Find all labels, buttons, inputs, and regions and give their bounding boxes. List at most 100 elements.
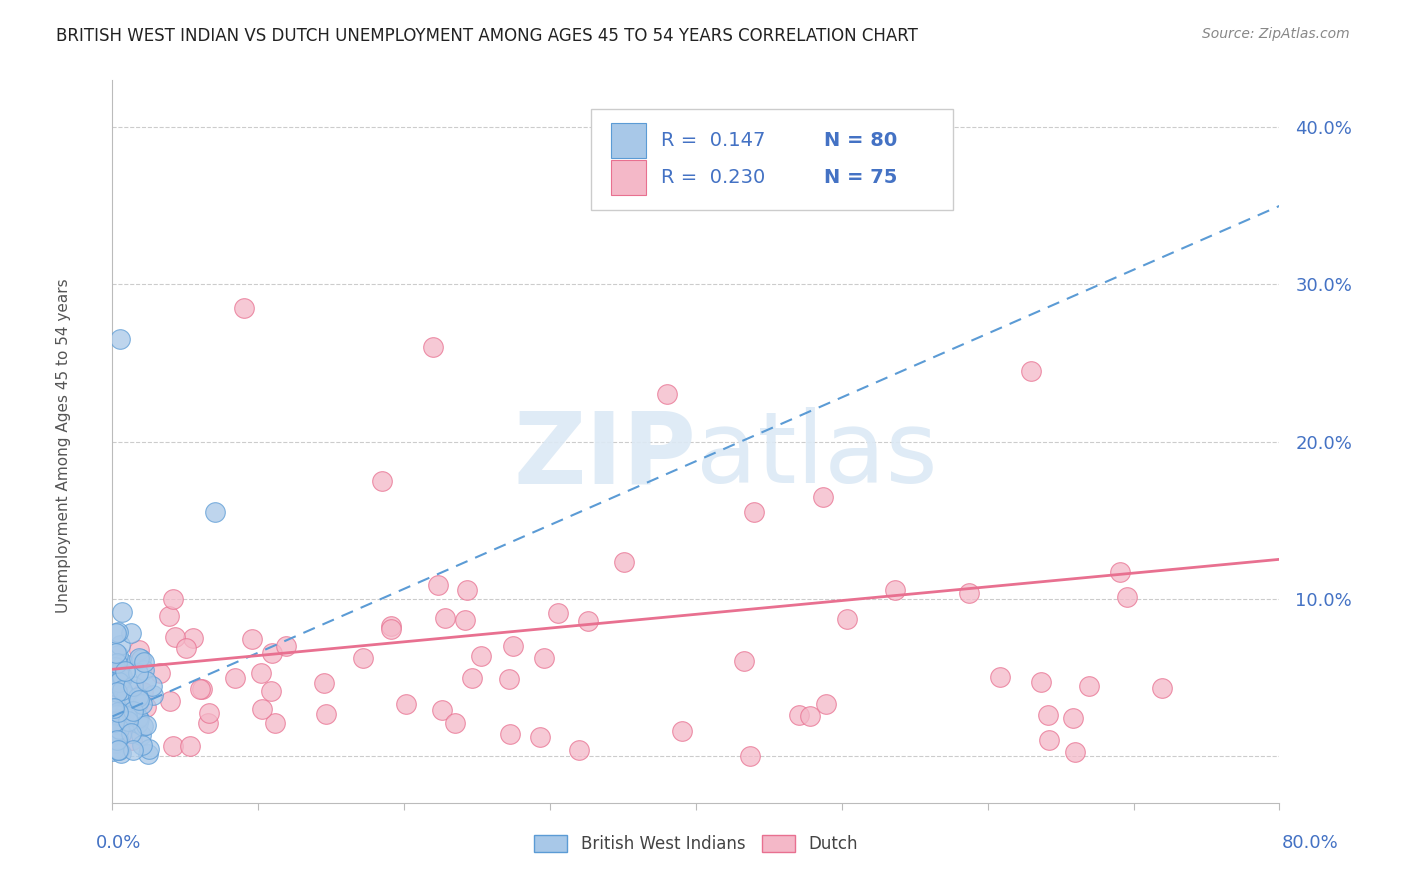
Point [162,591,184,606]
Point [813,491,835,505]
Text: R =  0.147: R = 0.147 [661,131,765,150]
Point [122,679,145,693]
Point [135,674,157,689]
Point [108,722,131,736]
Point [114,664,136,678]
Point [120,726,142,740]
Point [576,615,599,629]
Text: Source: ZipAtlas.com: Source: ZipAtlas.com [1202,27,1350,41]
Point [733,654,755,668]
Point [127,666,149,681]
Point [101,744,124,758]
Point [380,619,402,633]
Point [103,682,125,697]
Point [204,505,226,519]
Point [433,611,456,625]
Point [103,727,125,741]
Point [1038,708,1060,723]
Point [128,712,150,726]
Point [112,686,135,700]
Point [105,656,128,670]
Bar [610,161,645,195]
Point [127,696,149,710]
Point [111,605,134,619]
Point [655,387,678,401]
Point [122,693,145,707]
Point [533,650,555,665]
Point [132,719,155,733]
Point [131,728,153,742]
Point [107,676,129,690]
Point [105,626,128,640]
Text: ZIP: ZIP [513,408,696,505]
Point [108,742,131,756]
Point [835,611,858,625]
Point [135,699,157,714]
Point [174,640,197,655]
Point [107,742,129,756]
Point [240,632,263,647]
Point [740,748,762,763]
Point [132,655,155,669]
Point [127,710,149,724]
Point [107,648,129,662]
Point [1038,733,1060,747]
Point [250,702,273,716]
Point [529,730,551,744]
Point [104,736,127,750]
Point [107,733,129,747]
Point [131,697,153,711]
Point [1031,674,1053,689]
Point [108,712,131,726]
Point [108,638,131,652]
Point [141,688,163,702]
Point [461,671,484,685]
Point [112,656,135,670]
Point [138,742,160,756]
Point [105,701,128,715]
Point [422,340,444,354]
Point [120,681,142,696]
Point [198,706,221,720]
Point [1064,745,1087,759]
Point [884,582,907,597]
Bar [610,123,645,158]
Point [104,679,127,693]
Point [115,709,138,723]
Point [114,689,136,703]
Point [395,697,418,711]
Point [121,732,143,747]
Point [799,708,821,723]
Point [179,739,201,754]
Legend: British West Indians, Dutch: British West Indians, Dutch [527,828,865,860]
Point [742,505,765,519]
Text: N = 75: N = 75 [824,169,897,187]
Point [128,650,150,665]
Point [104,668,127,682]
Point [1152,681,1174,695]
Point [426,578,449,592]
Text: 0.0%: 0.0% [96,834,141,852]
Point [107,625,129,640]
Point [380,623,402,637]
Point [188,682,211,697]
Point [131,738,153,752]
Point [498,672,520,686]
Point [122,705,145,719]
Point [957,585,980,599]
Point [315,707,337,722]
Point [103,714,125,728]
Point [110,673,132,688]
Point [105,707,128,722]
Point [108,333,131,347]
Point [157,608,180,623]
Point [104,659,127,673]
Point [1021,364,1043,378]
Point [1062,711,1084,725]
Text: Unemployment Among Ages 45 to 54 years: Unemployment Among Ages 45 to 54 years [56,278,70,614]
Point [470,649,492,664]
Point [117,714,139,728]
Text: N = 80: N = 80 [824,131,897,150]
Point [499,727,522,741]
Point [197,715,219,730]
